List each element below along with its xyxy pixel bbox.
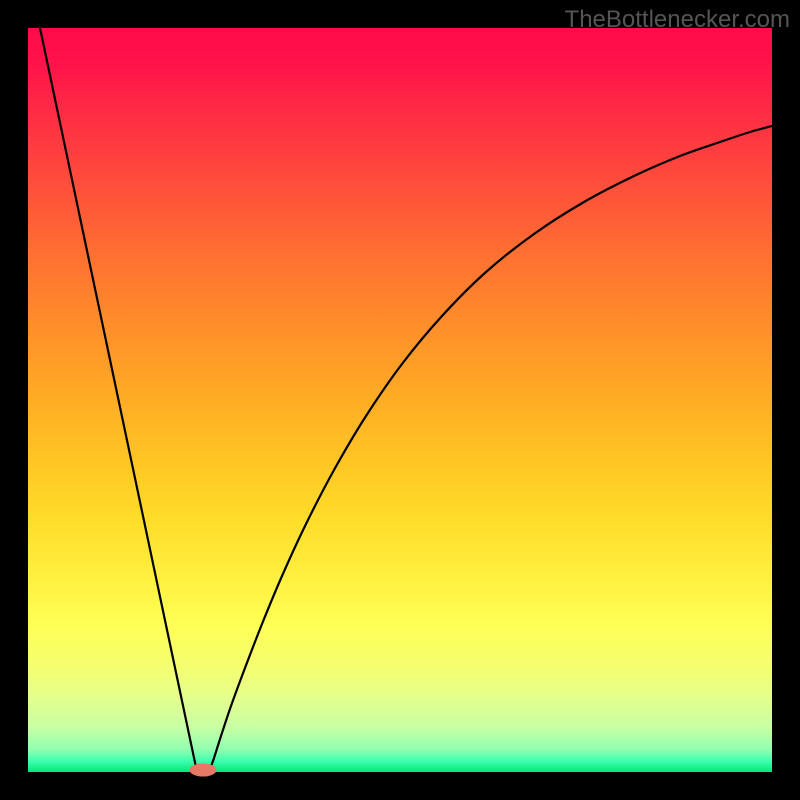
watermark-text: TheBottlenecker.com <box>565 6 790 34</box>
plot-area <box>28 28 772 772</box>
chart-svg <box>0 0 800 800</box>
chart-container: TheBottlenecker.com <box>0 0 800 800</box>
optimal-marker <box>190 764 216 776</box>
